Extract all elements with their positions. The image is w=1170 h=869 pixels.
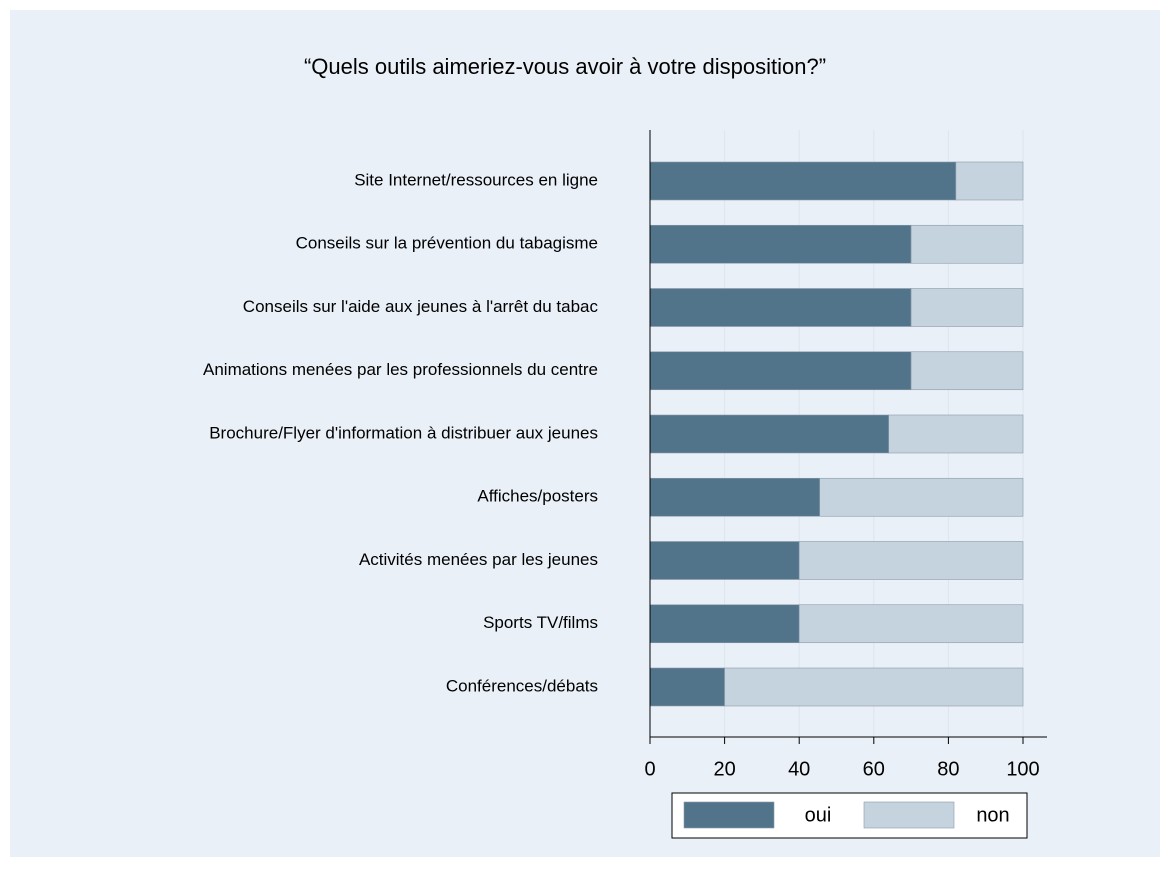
bar	[649, 667, 725, 707]
bar	[798, 604, 1024, 644]
bar	[955, 161, 1024, 201]
bar	[649, 288, 912, 327]
bar	[649, 477, 821, 517]
bar	[724, 667, 1024, 707]
y-tick-label: Animations menées par les professionnels…	[203, 360, 598, 379]
legend-swatch	[683, 801, 775, 829]
y-tick-label: Activités menées par les jeunes	[359, 550, 598, 569]
y-tick-label: Conférences/débats	[446, 676, 598, 695]
bar	[649, 224, 912, 264]
y-tick-label: Affiches/posters	[477, 487, 598, 506]
y-tick-label: Conseils sur la prévention du tabagisme	[296, 234, 598, 253]
bar	[798, 541, 1024, 580]
bar	[888, 414, 1024, 454]
y-tick-label: Conseils sur l'aide aux jeunes à l'arrêt…	[243, 297, 599, 316]
bar	[649, 541, 800, 580]
bar	[910, 288, 1024, 327]
x-tick-label: 0	[644, 758, 655, 780]
bar	[649, 604, 800, 644]
x-tick-label: 20	[713, 758, 735, 780]
x-tick-label: 40	[788, 758, 810, 780]
bar	[910, 351, 1024, 391]
bar	[910, 224, 1024, 264]
legend-label: non	[976, 804, 1009, 826]
x-tick-label: 80	[937, 758, 959, 780]
x-tick-label: 100	[1006, 758, 1039, 780]
chart-title: “Quels outils aimeriez-vous avoir à votr…	[304, 54, 826, 79]
bar	[819, 477, 1024, 517]
bar	[649, 351, 912, 391]
y-tick-label: Site Internet/ressources en ligne	[354, 170, 598, 189]
legend-swatch	[863, 801, 955, 829]
bar	[649, 161, 957, 201]
x-tick-label: 60	[863, 758, 885, 780]
legend-label: oui	[805, 804, 832, 826]
bar	[649, 414, 890, 454]
y-tick-label: Brochure/Flyer d'information à distribue…	[209, 423, 598, 442]
y-tick-label: Sports TV/films	[483, 613, 598, 632]
